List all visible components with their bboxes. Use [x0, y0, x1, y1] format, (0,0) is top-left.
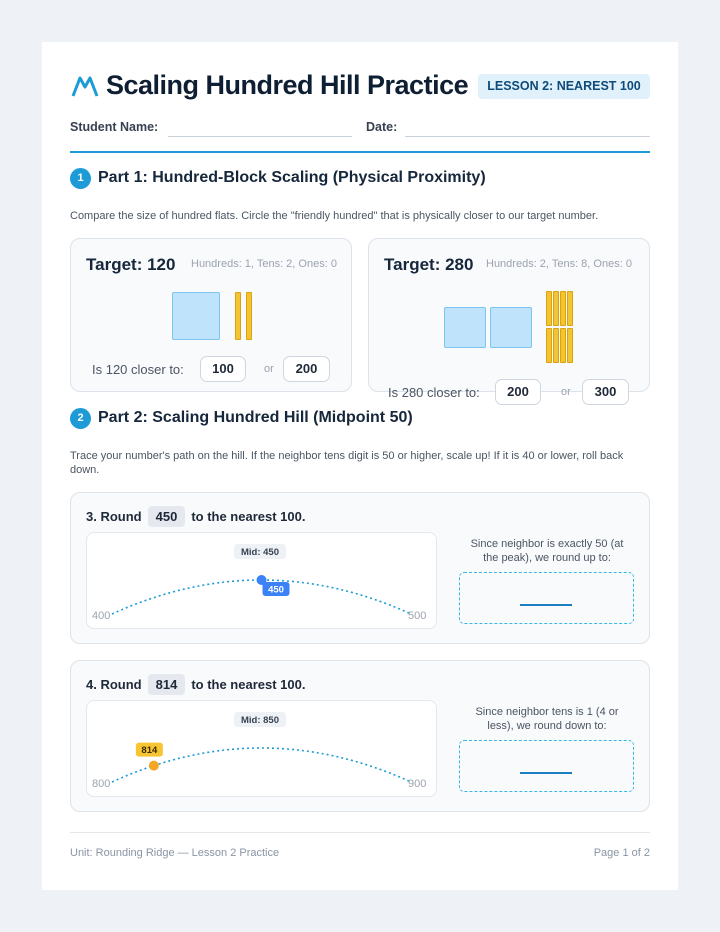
- marker-pill: [135, 742, 163, 757]
- place-values: Hundreds: 1, Tens: 2, Ones: 0: [191, 258, 337, 270]
- prompt-text: to the nearest 100.: [191, 677, 306, 692]
- title: Scaling Hundred Hill Practice: [106, 70, 469, 100]
- hill: 400 500 Mid: 450 450: [92, 544, 426, 622]
- hundred-flat: [490, 307, 532, 348]
- logo: [71, 76, 99, 97]
- ten-rod: [546, 328, 552, 363]
- target: Target: 120: [86, 255, 176, 274]
- answer-option: 200: [283, 356, 330, 382]
- section-heading: Part 2: Scaling Hundred Hill (Midpoint 5…: [98, 409, 413, 426]
- ten-rod: [553, 328, 559, 363]
- ten-rod: [235, 292, 241, 340]
- question: Is 120 closer to:: [92, 362, 184, 377]
- instructions: Trace your number's path on the hill. If…: [70, 450, 624, 476]
- problem-prompt: 3. Round 450 to the nearest 100.: [86, 506, 305, 527]
- hint: Since neighbor is exactly 50 (at the pea…: [470, 538, 624, 564]
- section-heading: Part 1: Hundred-Block Scaling (Physical …: [98, 169, 486, 186]
- field-label: Date:: [366, 120, 398, 134]
- problem-number: 814: [147, 674, 186, 695]
- lesson-badge: LESSON 2: NEAREST 100: [478, 74, 650, 99]
- problem-prompt: 4. Round 814 to the nearest 100.: [86, 674, 305, 695]
- mid-label: Mid: 850: [241, 715, 279, 726]
- or-text: or: [264, 363, 274, 375]
- hill-curve: [111, 579, 412, 615]
- marker-label: 450: [268, 585, 284, 596]
- ten-rod: [560, 291, 566, 326]
- mid-pill: [234, 544, 286, 559]
- or-text: or: [561, 386, 571, 398]
- hint: Since neighbor tens is 1 (4 or less), we…: [475, 706, 619, 732]
- problem-number: 450: [147, 506, 186, 527]
- target: Target: 280: [384, 255, 474, 274]
- hill-start: 800: [92, 778, 110, 790]
- hill-panel: 800 900 Mid: 850 814: [86, 700, 437, 797]
- hill: 800 900 Mid: 850 814: [92, 712, 426, 790]
- answer-box: [459, 572, 634, 624]
- mid-label: Mid: 450: [241, 547, 279, 558]
- hundred-flat: [172, 292, 220, 340]
- ten-rod: [553, 291, 559, 326]
- ten-rod: [560, 328, 566, 363]
- marker-label: 814: [141, 745, 158, 756]
- instructions: Compare the size of hundred flats. Circl…: [70, 210, 599, 222]
- answer-option: 200: [495, 379, 541, 405]
- footer-text: Unit: Rounding Ridge — Lesson 2 Practice: [70, 847, 280, 859]
- hill-end: 500: [408, 610, 426, 622]
- footer-rule: [70, 832, 650, 833]
- place-values: Hundreds: 2, Tens: 8, Ones: 0: [486, 258, 632, 270]
- hill-end: 900: [408, 778, 426, 790]
- hill-panel: 400 500 Mid: 450 450: [86, 532, 437, 629]
- field-label: Student Name:: [70, 120, 159, 134]
- input-line: [168, 136, 352, 137]
- divider: [70, 151, 650, 153]
- marker-pill: [262, 582, 290, 596]
- prompt-text: 4. Round: [86, 677, 142, 692]
- hundred-flat: [444, 307, 486, 348]
- ten-rod: [246, 292, 252, 340]
- ten-rod: [567, 291, 573, 326]
- page-number: Page 1 of 2: [593, 847, 650, 859]
- section-number: 1: [70, 168, 91, 189]
- section-number: 2: [70, 408, 91, 429]
- answer-line: [520, 772, 572, 774]
- answer-option: 100: [200, 356, 246, 382]
- ten-rod: [546, 291, 552, 326]
- prompt-text: to the nearest 100.: [191, 509, 306, 524]
- mid-pill: [234, 712, 286, 727]
- answer-line: [520, 604, 572, 606]
- hill-start: 400: [92, 610, 110, 622]
- answer-box: [459, 740, 634, 792]
- marker-dot: [148, 760, 159, 771]
- prompt-text: 3. Round: [86, 509, 142, 524]
- input-line: [405, 136, 650, 137]
- ten-rod: [567, 328, 573, 363]
- answer-option: 300: [582, 379, 629, 405]
- question: Is 280 closer to:: [388, 385, 480, 400]
